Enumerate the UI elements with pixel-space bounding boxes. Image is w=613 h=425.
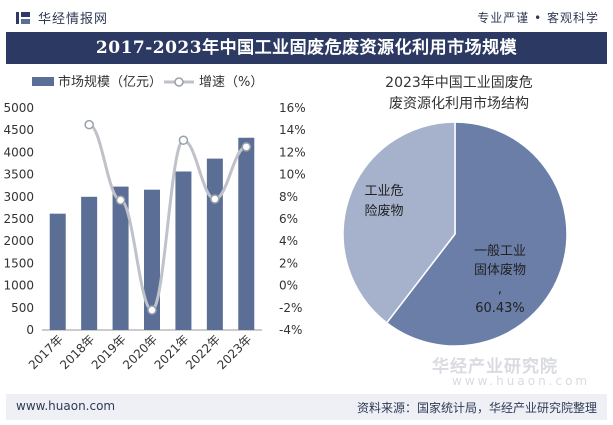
bar	[49, 213, 66, 330]
top-bar: 华经情报网 专业严谨 • 客观科学	[0, 0, 613, 32]
watermark-url: www.huaon.com	[452, 374, 591, 388]
watermark: 华经产业研究院	[432, 357, 558, 377]
pie-slice-label: ,	[498, 282, 502, 297]
y-tick-label: 1000	[3, 279, 34, 293]
y2-tick-label: 2%	[279, 256, 298, 270]
y2-tick-label: 0%	[279, 279, 298, 293]
pie-slice-label: 险废物	[364, 203, 403, 219]
bar	[112, 186, 129, 330]
slogan: 专业严谨 • 客观科学	[477, 11, 599, 25]
footer: www.huaon.com 资料来源：国家统计局，华经产业研究院整理	[6, 394, 607, 420]
bar	[238, 137, 255, 330]
y-tick-label: 500	[11, 301, 34, 315]
y2-tick-label: 16%	[279, 101, 306, 115]
y2-tick-label: 4%	[279, 234, 298, 248]
legend-line-marker	[174, 77, 184, 87]
bar	[175, 171, 192, 330]
pie-slice-label: 工业危	[364, 184, 403, 199]
pie-slice-label: 一般工业	[474, 243, 526, 259]
y2-tick-label: 10%	[279, 168, 306, 182]
bar	[206, 158, 223, 330]
y2-tick-label: -4%	[279, 323, 302, 337]
pie-slice-value: 60.43%	[475, 301, 525, 316]
y-tick-label: 2000	[3, 234, 34, 248]
legend-line-label: 增速（%）	[199, 75, 263, 90]
logo-icon	[16, 11, 30, 24]
pie-slice	[342, 121, 456, 324]
y-tick-label: 3000	[3, 190, 34, 204]
y-tick-label: 2500	[3, 212, 34, 226]
brand-name: 华经情报网	[38, 12, 109, 27]
y2-tick-label: 12%	[279, 145, 306, 159]
pie-slice	[385, 121, 568, 347]
bar	[81, 196, 98, 330]
growth-point	[147, 305, 157, 315]
pie-title: 2023年中国工业固废危	[385, 75, 533, 91]
pie-title: 废资源化利用市场结构	[389, 95, 529, 112]
y2-tick-label: 6%	[279, 212, 298, 226]
chart-area: 0 500 1000 1500 2000 2500 3000 3500 4000 4500 5000…	[0, 64, 613, 390]
footer-url[interactable]: www.huaon.com	[16, 399, 116, 413]
growth-point	[210, 194, 220, 204]
growth-point	[115, 195, 126, 205]
title-bar: 2017-2023年中国工业固废危废资源化利用市场规模	[6, 32, 607, 64]
y2-tick-label: -2%	[279, 301, 302, 315]
y-tick-label: 4000	[3, 145, 34, 159]
y-tick-label: 4500	[3, 123, 34, 137]
footer-source: 资料来源：国家统计局，华经产业研究院整理	[356, 401, 597, 415]
bar	[144, 189, 160, 330]
y-tick-label: 1500	[3, 256, 34, 270]
x-tick-label: 2023年	[214, 332, 254, 372]
pie-slice-label: 固体废物	[474, 262, 526, 278]
y2-tick-label: 14%	[279, 123, 306, 137]
legend-bar-swatch	[32, 77, 54, 86]
y-tick-label: 5000	[3, 101, 34, 115]
chart-svg: 0 500 1000 1500 2000 2500 3000 3500 4000 4500 5000…	[3, 74, 568, 372]
y-tick-label: 3500	[3, 168, 34, 182]
y2-tick-label: 8%	[279, 190, 298, 204]
legend-bar-label: 市场规模（亿元）	[58, 74, 162, 90]
y-tick-label: 0	[26, 323, 34, 337]
brand[interactable]: 华经情报网	[16, 8, 108, 27]
growth-point	[178, 135, 189, 145]
page-title: 2017-2023年中国工业固废危废资源化利用市场规模	[95, 38, 518, 58]
growth-point	[84, 119, 94, 130]
growth-point	[241, 142, 252, 152]
